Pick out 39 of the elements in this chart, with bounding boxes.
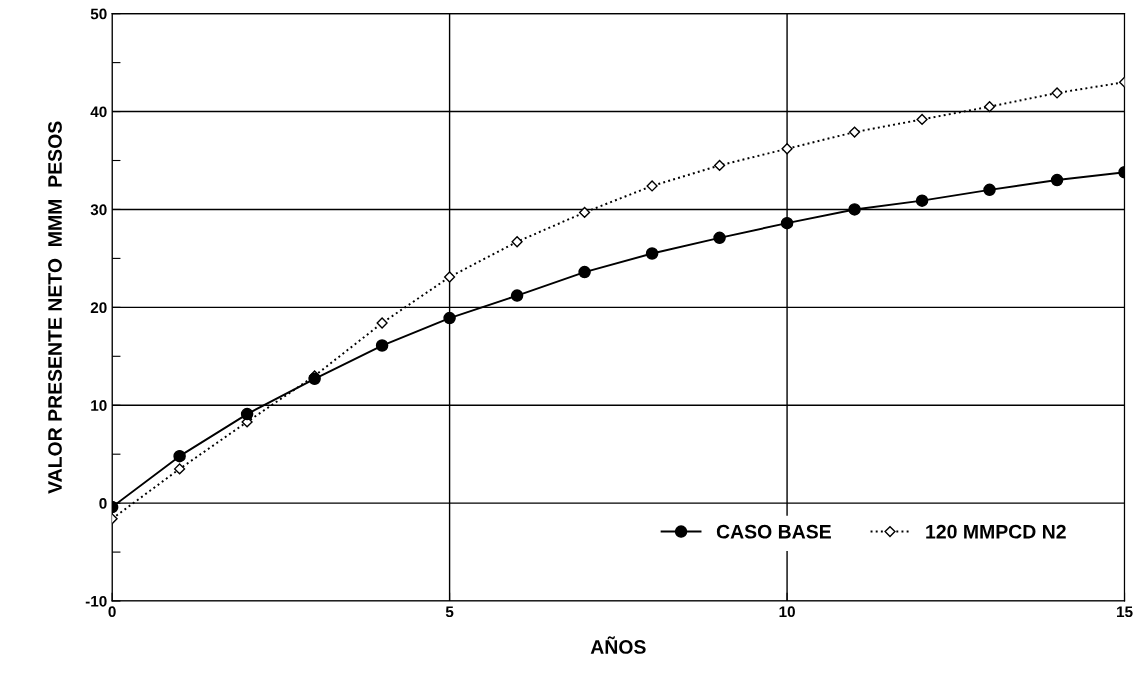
y-tick-label: 20 <box>90 302 107 314</box>
point <box>308 372 321 386</box>
point <box>511 236 523 248</box>
point <box>443 311 456 325</box>
x-tick-label: 15 <box>1117 606 1133 618</box>
point <box>713 159 726 172</box>
point <box>578 206 591 218</box>
x-tick-label: 0 <box>108 606 116 618</box>
point <box>174 463 186 475</box>
point <box>713 231 726 245</box>
y-axis-title: VALOR PRESENTE NETO MMM PESOS <box>48 121 62 494</box>
y-tick-label: -10 <box>85 595 107 607</box>
point <box>173 449 186 463</box>
point <box>1050 173 1064 187</box>
point <box>646 180 658 192</box>
y-tick-label: 50 <box>90 8 107 20</box>
y-tick-label: 10 <box>91 400 107 411</box>
point <box>240 407 254 421</box>
point <box>983 101 996 113</box>
y-tick-label: 30 <box>90 204 107 216</box>
x-tick-label: 5 <box>445 606 454 618</box>
x-tick-label: 10 <box>779 606 795 618</box>
point <box>983 183 996 197</box>
point <box>375 339 389 352</box>
y-tick-label: 0 <box>99 498 107 509</box>
y-tick-label: 40 <box>90 106 107 118</box>
point <box>645 247 659 260</box>
point <box>510 289 524 302</box>
point <box>780 216 794 230</box>
point <box>848 203 861 216</box>
legend-label: CASO BASE <box>716 524 831 539</box>
point <box>443 271 456 283</box>
x-axis-title: AÑOS <box>590 636 646 654</box>
point <box>916 113 928 125</box>
point <box>848 126 861 138</box>
point <box>781 143 793 155</box>
point <box>915 194 929 207</box>
point <box>578 265 591 279</box>
legend-label: 120 MMPCD N2 <box>926 524 1066 539</box>
